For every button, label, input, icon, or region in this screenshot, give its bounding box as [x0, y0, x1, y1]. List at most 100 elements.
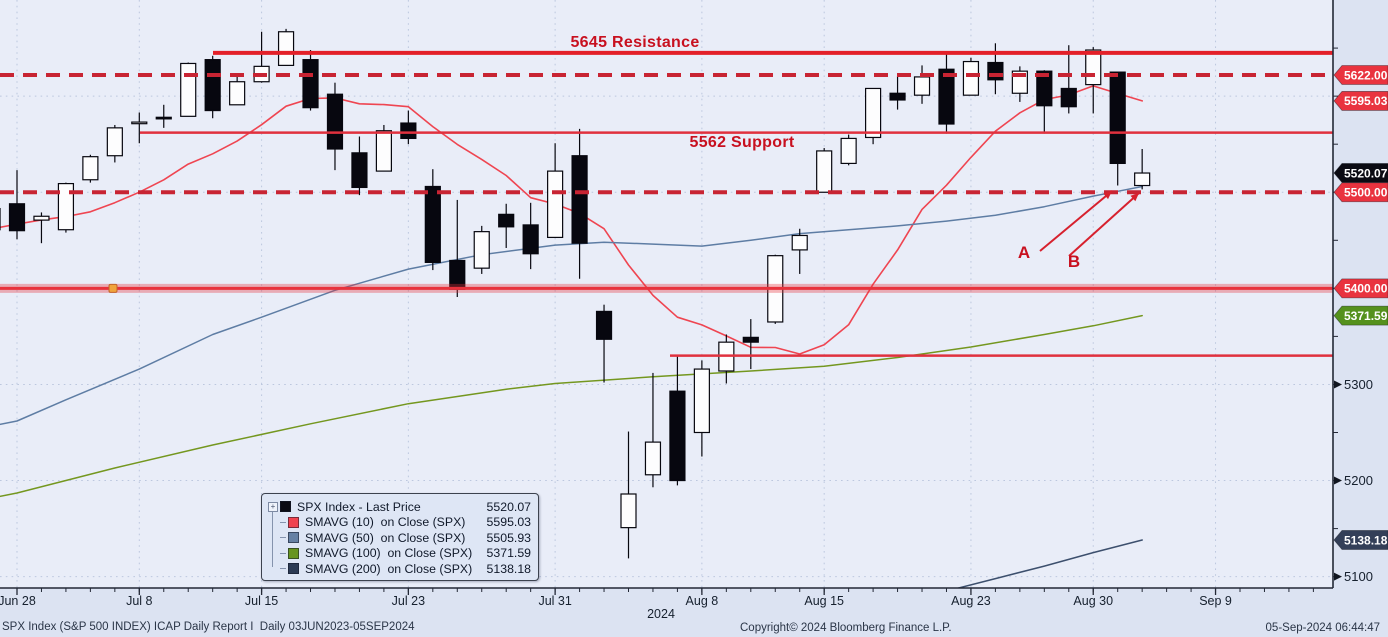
x-axis-label: Aug 15 — [804, 594, 844, 608]
price-tick-arrow-icon — [1334, 476, 1342, 485]
price-badge-5371.59 — [1333, 305, 1388, 326]
candle-body — [620, 493, 637, 529]
x-axis-label: Sep 9 — [1199, 594, 1232, 608]
legend-row-spx-last-price[interactable]: SPX Index - Last Price 5520.07 — [280, 499, 531, 514]
annotation-marker-b: B — [1067, 252, 1081, 271]
legend-value: 5138.18 — [486, 561, 531, 576]
y-axis-label: 5200 — [1344, 473, 1373, 488]
level-selection-handle[interactable] — [108, 283, 118, 293]
candle-body — [522, 224, 539, 255]
legend-value: 5371.59 — [486, 546, 531, 560]
candle-body — [693, 368, 710, 434]
candle-body — [277, 31, 295, 66]
legend-label: SMAVG (100) on Close (SPX) — [305, 546, 473, 560]
copyright-text: Copyright© 2024 Bloomberg Finance L.P. — [740, 622, 952, 634]
candle-body — [498, 213, 515, 228]
legend-label: SMAVG (200) on Close (SPX) — [305, 561, 473, 576]
x-axis-label: Aug 30 — [1073, 594, 1113, 608]
candle-body — [791, 234, 808, 251]
support-annotation: 5562 Support — [689, 134, 795, 151]
price-tick-arrow-icon — [1334, 572, 1342, 581]
legend-swatch-blue — [288, 532, 299, 543]
candle-body — [424, 185, 441, 263]
annotation-arrowhead-icon — [1130, 193, 1139, 202]
price-badge-text: 5400.00 — [1344, 282, 1388, 296]
price-badge-5520.07 — [1333, 163, 1388, 183]
chart-plot-area[interactable] — [0, 0, 1333, 588]
candle-body — [913, 76, 931, 96]
candle-body — [82, 156, 99, 181]
legend-label: SPX Index - Last Price — [297, 499, 421, 514]
candle-body — [840, 137, 857, 165]
legend-swatch-black — [280, 501, 291, 512]
candle-body — [375, 130, 392, 172]
y-axis-label: 5300 — [1344, 377, 1373, 392]
legend-value: 5520.07 — [486, 499, 531, 514]
candle-body — [473, 231, 490, 269]
price-badge-text: 5138.18 — [1344, 533, 1388, 547]
candle-body — [889, 92, 906, 101]
annotation-arrowhead-icon — [1103, 191, 1112, 200]
candle-body — [155, 116, 172, 120]
legend-swatch-navy — [288, 563, 299, 574]
candle-body — [57, 182, 75, 231]
candle-body — [204, 59, 221, 112]
price-badge-5400.00 — [1333, 278, 1388, 299]
legend-value: 5505.93 — [486, 530, 531, 545]
x-axis-label: Jul 23 — [392, 594, 425, 608]
candle-body — [816, 150, 833, 193]
candle-body — [326, 93, 344, 150]
legend-value: 5595.03 — [486, 515, 531, 529]
price-badge-5595.03 — [1333, 91, 1388, 111]
candle-body — [1085, 49, 1102, 86]
legend-row-smavg-50[interactable]: SMAVG (50) on Close (SPX) 5505.93 — [280, 530, 531, 545]
legend-tree-expander-icon[interactable]: + — [268, 502, 278, 512]
candle-body — [547, 170, 564, 239]
candle-body — [180, 62, 197, 117]
timestamp-text: 05-Sep-2024 06:44:47 — [1265, 622, 1380, 634]
legend-label: SMAVG (50) on Close (SPX) — [305, 530, 466, 545]
candle-body — [669, 390, 686, 482]
candle-body — [33, 215, 50, 221]
candle-body — [351, 152, 368, 189]
resistance-annotation: 5645 Resistance — [570, 34, 700, 51]
sma-line-smavg-200- — [955, 539, 1143, 588]
legend-swatch-green — [288, 547, 299, 559]
candle-body — [742, 336, 759, 343]
candle-body — [1109, 71, 1126, 165]
candle-body — [302, 59, 319, 109]
x-axis-label: Aug 8 — [686, 594, 719, 608]
y-axis-label: 5100 — [1344, 569, 1373, 584]
price-badge-text: 5595.03 — [1344, 94, 1388, 108]
x-axis-label: Jul 31 — [538, 594, 571, 608]
chart-legend: + SPX Index - Last Price 5520.07 SMAVG (… — [261, 493, 539, 581]
candle-body — [131, 121, 148, 125]
legend-label: SMAVG (10) on Close (SPX) — [305, 515, 466, 529]
sma-line-smavg-50- — [0, 185, 1143, 426]
year-label: 2024 — [647, 607, 675, 621]
price-badge-text: 5622.00 — [1344, 68, 1388, 82]
legend-row-smavg-10[interactable]: SMAVG (10) on Close (SPX) 5595.03 — [280, 515, 531, 530]
x-axis-label: Aug 23 — [951, 594, 991, 608]
candle-body — [644, 441, 662, 476]
legend-row-smavg-100[interactable]: SMAVG (100) on Close (SPX) 5371.59 — [280, 546, 531, 561]
sma-line-smavg-10- — [0, 85, 1143, 355]
candle-body — [962, 60, 980, 96]
candle-body — [864, 87, 882, 139]
candle-body — [1134, 172, 1151, 187]
candle-body — [571, 155, 588, 244]
price-tick-arrow-icon — [1334, 380, 1342, 389]
x-axis-label: Jul 15 — [245, 594, 278, 608]
price-badge-5622.00 — [1333, 65, 1388, 85]
legend-row-smavg-200[interactable]: SMAVG (200) on Close (SPX) 5138.18 — [280, 561, 531, 576]
candle-body — [938, 68, 955, 125]
candle-body — [987, 61, 1004, 81]
annotation-marker-a: A — [1017, 243, 1031, 262]
candle-body — [1036, 70, 1053, 107]
annotation-arrow-a — [1039, 190, 1113, 252]
price-badge-text: 5520.07 — [1344, 166, 1388, 180]
x-axis-label: Jun 28 — [0, 594, 36, 608]
price-badge-5138.18 — [1333, 530, 1388, 550]
price-badge-text: 5500.00 — [1344, 186, 1388, 200]
